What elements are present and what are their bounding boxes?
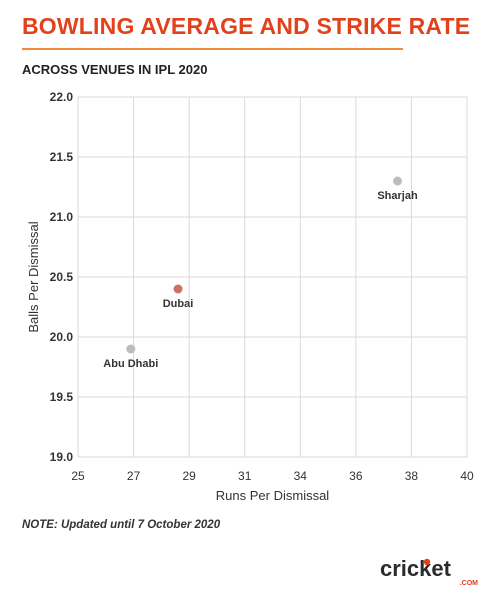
- x-tick-label: 40: [460, 469, 474, 483]
- logo-suffix: .COM: [460, 580, 478, 587]
- x-tick-label: 36: [349, 469, 363, 483]
- data-point: [173, 284, 183, 294]
- y-tick-label: 20.5: [50, 270, 74, 284]
- chart-subtitle: ACROSS VENUES IN IPL 2020: [22, 62, 208, 77]
- data-point: [393, 176, 403, 186]
- cricket-com-logo: cricket .COM: [380, 556, 478, 587]
- data-point: [126, 344, 136, 354]
- chart-title: BOWLING AVERAGE AND STRIKE RATE: [22, 13, 471, 39]
- logo-ball-icon: [423, 558, 431, 566]
- x-axis-label: Runs Per Dismissal: [216, 488, 330, 503]
- data-point-label: Abu Dhabi: [103, 358, 158, 370]
- logo-word: cricket: [380, 556, 452, 581]
- scatter-chart: 25 27 29 31 34 36 38 40 19.0 19.5 20.0 20.5 21.0 21.5…: [26, 90, 474, 503]
- x-tick-label: 29: [182, 469, 196, 483]
- x-tick-label: 25: [71, 469, 85, 483]
- data-point-label: Dubai: [163, 298, 194, 310]
- y-tick-label: 20.0: [50, 330, 74, 344]
- x-tick-label: 38: [405, 469, 419, 483]
- footnote: NOTE: Updated until 7 October 2020: [22, 519, 221, 531]
- y-axis-label: Balls Per Dismissal: [26, 221, 41, 332]
- data-point-label: Sharjah: [377, 190, 418, 202]
- y-tick-label: 22.0: [50, 90, 74, 104]
- x-tick-label: 27: [127, 469, 141, 483]
- y-tick-label: 19.5: [50, 390, 74, 404]
- y-tick-label: 21.5: [50, 150, 74, 164]
- y-tick-label: 19.0: [50, 450, 74, 464]
- title-underline: [22, 48, 403, 50]
- y-tick-label: 21.0: [50, 210, 74, 224]
- x-tick-label: 34: [294, 469, 308, 483]
- x-tick-label: 31: [238, 469, 252, 483]
